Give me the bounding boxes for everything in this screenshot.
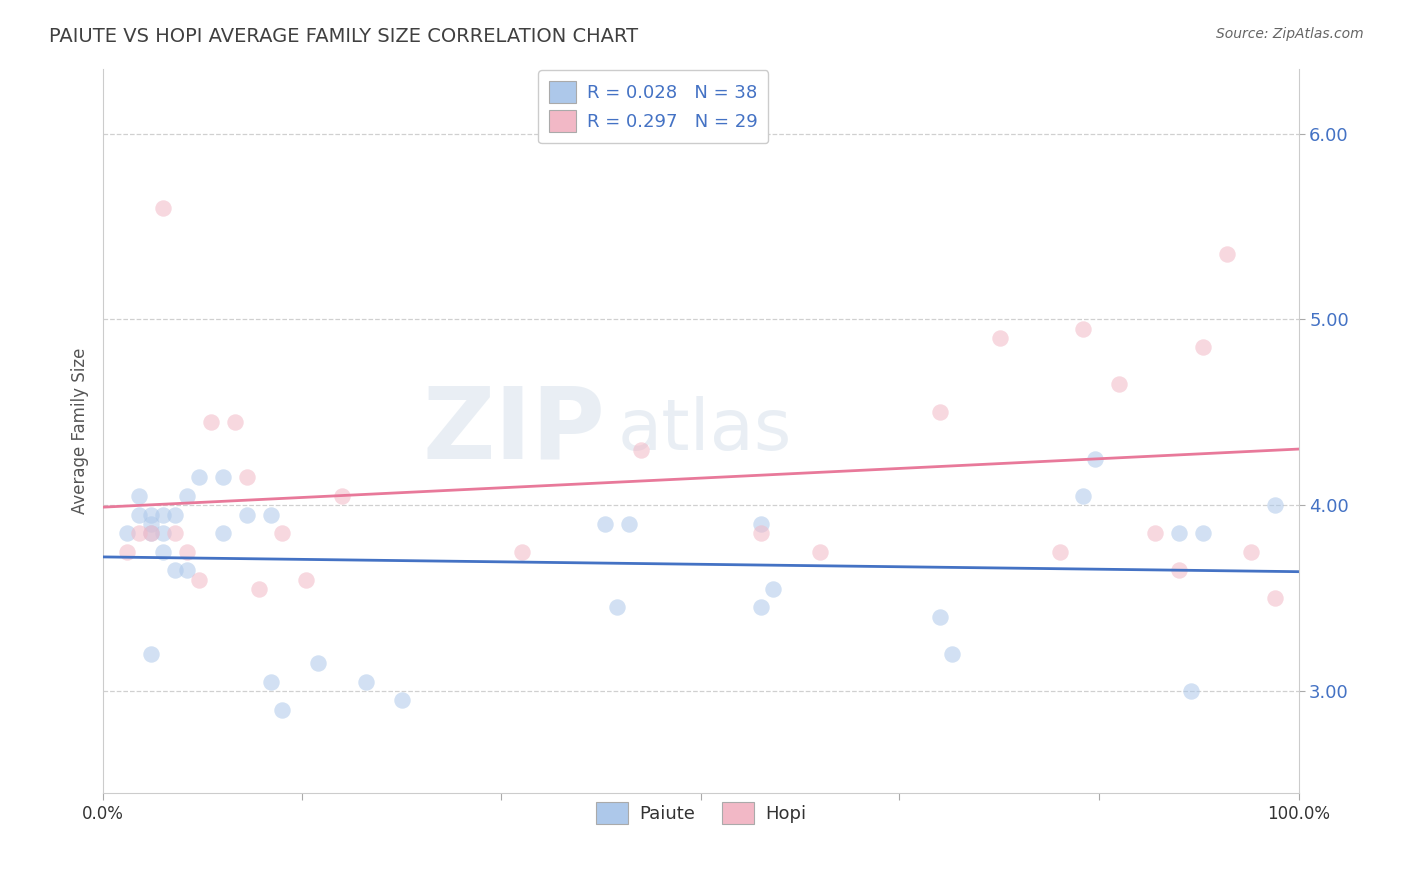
Point — [929, 405, 952, 419]
Point — [1168, 526, 1191, 541]
Point — [988, 331, 1011, 345]
Point — [235, 508, 257, 522]
Point — [235, 470, 257, 484]
Point — [139, 526, 162, 541]
Point — [1192, 526, 1215, 541]
Y-axis label: Average Family Size: Average Family Size — [72, 348, 89, 514]
Point — [1073, 489, 1095, 503]
Point — [200, 415, 222, 429]
Point — [1084, 451, 1107, 466]
Point — [128, 508, 150, 522]
Point — [211, 470, 233, 484]
Text: ZIP: ZIP — [422, 383, 605, 479]
Point — [510, 545, 533, 559]
Point — [1180, 684, 1202, 698]
Point — [128, 489, 150, 503]
Point — [211, 526, 233, 541]
Point — [1049, 545, 1071, 559]
Point — [1073, 322, 1095, 336]
Point — [139, 508, 162, 522]
Point — [176, 489, 198, 503]
Point — [749, 516, 772, 531]
Point — [391, 693, 413, 707]
Point — [1264, 591, 1286, 606]
Point — [163, 526, 186, 541]
Point — [247, 582, 270, 596]
Point — [606, 600, 628, 615]
Point — [152, 201, 174, 215]
Point — [139, 516, 162, 531]
Point — [749, 600, 772, 615]
Point — [139, 647, 162, 661]
Point — [330, 489, 353, 503]
Point — [163, 563, 186, 577]
Point — [139, 526, 162, 541]
Point — [176, 563, 198, 577]
Point — [749, 526, 772, 541]
Point — [1216, 247, 1239, 261]
Point — [1144, 526, 1167, 541]
Point — [295, 573, 318, 587]
Point — [1192, 340, 1215, 354]
Text: atlas: atlas — [617, 396, 792, 466]
Point — [187, 470, 209, 484]
Point — [115, 545, 138, 559]
Point — [307, 657, 329, 671]
Point — [593, 516, 616, 531]
Point — [1264, 498, 1286, 512]
Point — [1240, 545, 1263, 559]
Point — [176, 545, 198, 559]
Point — [354, 674, 377, 689]
Point — [163, 508, 186, 522]
Point — [152, 508, 174, 522]
Point — [271, 526, 294, 541]
Point — [630, 442, 652, 457]
Point — [810, 545, 832, 559]
Point — [128, 526, 150, 541]
Point — [115, 526, 138, 541]
Point — [1168, 563, 1191, 577]
Text: PAIUTE VS HOPI AVERAGE FAMILY SIZE CORRELATION CHART: PAIUTE VS HOPI AVERAGE FAMILY SIZE CORRE… — [49, 27, 638, 45]
Point — [617, 516, 640, 531]
Point — [762, 582, 785, 596]
Point — [259, 508, 281, 522]
Point — [941, 647, 963, 661]
Point — [259, 674, 281, 689]
Point — [929, 609, 952, 624]
Point — [224, 415, 246, 429]
Point — [271, 703, 294, 717]
Point — [152, 526, 174, 541]
Point — [152, 545, 174, 559]
Text: Source: ZipAtlas.com: Source: ZipAtlas.com — [1216, 27, 1364, 41]
Point — [187, 573, 209, 587]
Legend: Paiute, Hopi: Paiute, Hopi — [585, 791, 817, 835]
Point — [1108, 377, 1130, 392]
